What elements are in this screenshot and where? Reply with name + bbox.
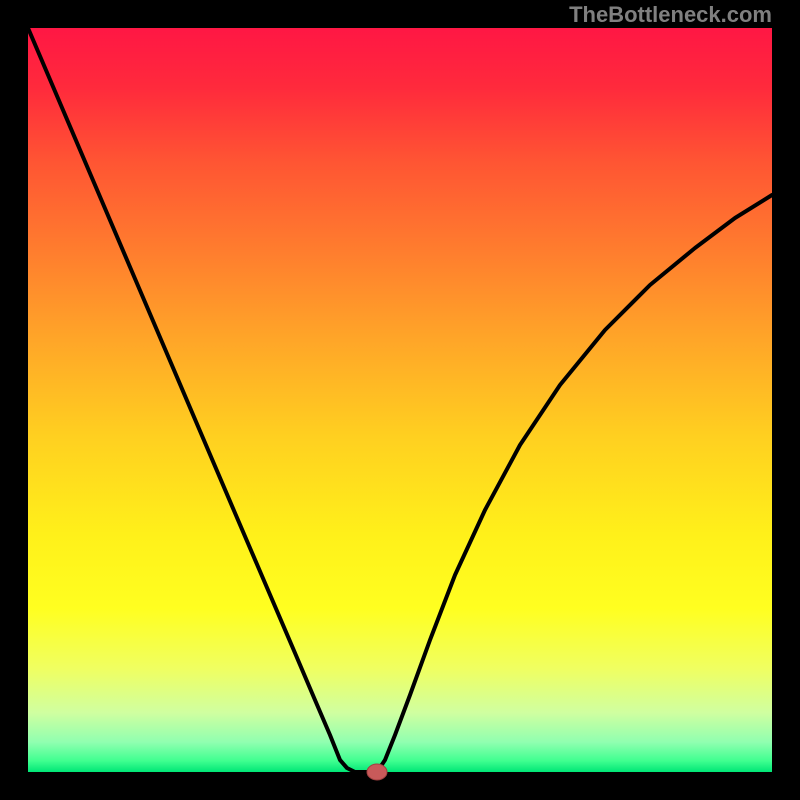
- watermark: TheBottleneck.com: [569, 2, 772, 27]
- plot-background: [28, 28, 772, 772]
- optimal-point-marker: [367, 764, 387, 780]
- chart-svg: TheBottleneck.com: [0, 0, 800, 800]
- bottleneck-chart: TheBottleneck.com: [0, 0, 800, 800]
